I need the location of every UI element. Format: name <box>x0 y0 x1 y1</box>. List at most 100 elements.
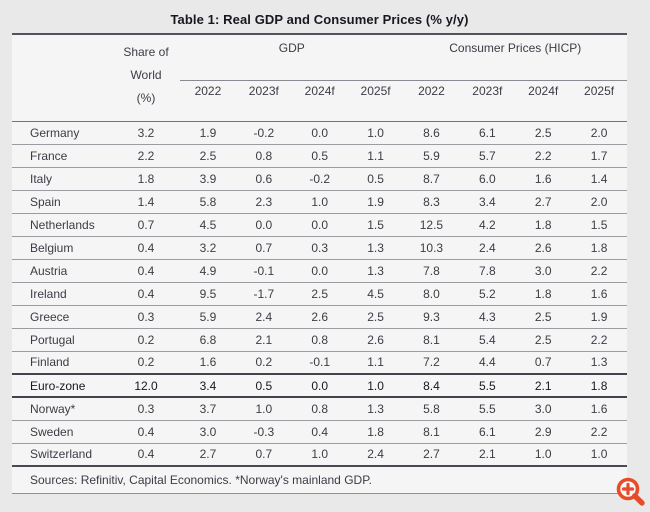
value-cell: 8.0 <box>423 286 440 301</box>
value-cell: 1.6 <box>590 401 608 416</box>
value-cell: 4.3 <box>478 309 496 324</box>
value-cell: 0.0 <box>311 378 329 393</box>
value-cell: 2.3 <box>255 194 273 209</box>
value-cell: -1.7 <box>253 286 275 301</box>
value-cell: 1.7 <box>590 148 608 163</box>
value-cell: 0.0 <box>311 125 329 140</box>
value-cell: 0.7 <box>255 447 273 462</box>
value-cell: 5.8 <box>199 194 217 209</box>
share-header-line: Share of <box>123 45 169 59</box>
year-header: 2023f <box>459 80 516 122</box>
value-cell: 2.0 <box>590 125 608 140</box>
value-cell: 3.4 <box>478 194 496 209</box>
gdp-cpi-table: Share of World (%) GDP Consumer Prices (… <box>12 33 627 494</box>
value-cell: 1.8 <box>137 171 155 186</box>
value-cell: 2.5 <box>534 125 552 140</box>
country-cell: Netherlands <box>30 217 95 232</box>
value-cell: 2.4 <box>367 447 384 462</box>
zoom-in-icon[interactable] <box>606 468 646 508</box>
table-row: Switzerland 0.4 2.7 0.7 1.0 2.4 2.7 2.1 1.0 1.0 <box>12 443 627 466</box>
value-cell: 2.2 <box>590 332 608 347</box>
value-cell: 12.5 <box>419 217 444 232</box>
value-cell: 0.2 <box>255 355 273 370</box>
value-cell: 5.4 <box>478 332 496 347</box>
table-row: Germany 3.2 1.9 -0.2 0.0 1.0 8.6 6.1 2.5 2.0 <box>12 121 627 144</box>
value-cell: 0.6 <box>255 171 273 186</box>
value-cell: 5.8 <box>423 401 440 416</box>
value-cell: 7.8 <box>423 263 440 278</box>
value-cell: 1.5 <box>590 217 608 232</box>
value-cell: -0.1 <box>309 355 331 370</box>
year-header: 2022 <box>403 80 460 122</box>
value-cell: 1.8 <box>590 240 608 255</box>
value-cell: 2.5 <box>367 309 384 324</box>
value-cell: 2.6 <box>534 240 552 255</box>
value-cell: 0.0 <box>311 263 329 278</box>
country-cell: Greece <box>30 309 70 324</box>
value-cell: 1.4 <box>137 194 155 209</box>
value-cell: 6.8 <box>199 332 217 347</box>
table-title: Table 1: Real GDP and Consumer Prices (%… <box>170 12 469 27</box>
value-cell: 0.8 <box>255 148 273 163</box>
value-cell: 0.3 <box>137 401 155 416</box>
year-header: 2025f <box>347 80 404 122</box>
value-cell: 6.1 <box>478 424 496 439</box>
value-cell: 2.7 <box>199 447 217 462</box>
sources-row: Sources: Refinitiv, Capital Economics. *… <box>12 465 627 494</box>
value-cell: 1.8 <box>367 424 384 439</box>
value-cell: 3.0 <box>534 401 552 416</box>
country-cell: Austria <box>30 263 68 278</box>
value-cell: 1.1 <box>367 148 384 163</box>
value-cell: 2.5 <box>534 309 552 324</box>
value-cell: 1.8 <box>534 217 552 232</box>
value-cell: 1.9 <box>367 194 384 209</box>
value-cell: 1.0 <box>311 194 329 209</box>
sources-note: Sources: Refinitiv, Capital Economics. *… <box>12 465 627 494</box>
country-cell: Norway* <box>30 401 76 416</box>
share-header-line: (%) <box>136 91 156 105</box>
value-cell: 0.3 <box>137 309 155 324</box>
hicp-group-header: Consumer Prices (HICP) <box>403 34 627 81</box>
corner-cell <box>12 34 112 122</box>
table-row: Netherlands 0.7 4.5 0.0 0.0 1.5 12.5 4.2 1.8 1.5 <box>12 213 627 236</box>
value-cell: -0.1 <box>253 263 275 278</box>
table-row: Sweden 0.4 3.0 -0.3 0.4 1.8 8.1 6.1 2.9 2.2 <box>12 420 627 443</box>
value-cell: 10.3 <box>419 240 444 255</box>
value-cell: 0.8 <box>311 332 329 347</box>
value-cell: 0.8 <box>311 401 329 416</box>
value-cell: 1.0 <box>590 447 608 462</box>
table-row: Portugal 0.2 6.8 2.1 0.8 2.6 8.1 5.4 2.5 2.2 <box>12 328 627 351</box>
value-cell: 1.3 <box>590 355 608 370</box>
value-cell: 2.1 <box>478 447 496 462</box>
value-cell: 0.4 <box>311 424 329 439</box>
value-cell: 8.3 <box>423 194 440 209</box>
value-cell: 2.7 <box>423 447 440 462</box>
country-cell: Finland <box>30 355 70 370</box>
value-cell: 12.0 <box>134 378 158 393</box>
value-cell: 3.2 <box>199 240 217 255</box>
value-cell: -0.3 <box>253 424 275 439</box>
value-cell: 5.5 <box>478 378 496 393</box>
value-cell: 8.4 <box>423 378 440 393</box>
value-cell: 0.7 <box>137 217 155 232</box>
country-cell: Euro-zone <box>30 378 86 393</box>
value-cell: 2.2 <box>137 148 155 163</box>
value-cell: 1.5 <box>367 217 384 232</box>
value-cell: 0.2 <box>137 332 155 347</box>
value-cell: 8.6 <box>423 125 440 140</box>
country-cell: Germany <box>30 125 80 140</box>
value-cell: 8.7 <box>423 171 440 186</box>
value-cell: 1.3 <box>367 263 384 278</box>
value-cell: 8.1 <box>423 424 440 439</box>
country-cell: Spain <box>30 194 61 209</box>
value-cell: 0.7 <box>534 355 552 370</box>
value-cell: 0.5 <box>255 378 273 393</box>
value-cell: 1.0 <box>367 378 384 393</box>
value-cell: 0.4 <box>137 424 155 439</box>
value-cell: 2.4 <box>255 309 273 324</box>
value-cell: 0.5 <box>367 171 384 186</box>
share-header-line: World <box>130 68 162 82</box>
value-cell: 3.4 <box>199 378 217 393</box>
table-row: Greece 0.3 5.9 2.4 2.6 2.5 9.3 4.3 2.5 1.9 <box>12 305 627 328</box>
value-cell: 2.5 <box>199 148 217 163</box>
